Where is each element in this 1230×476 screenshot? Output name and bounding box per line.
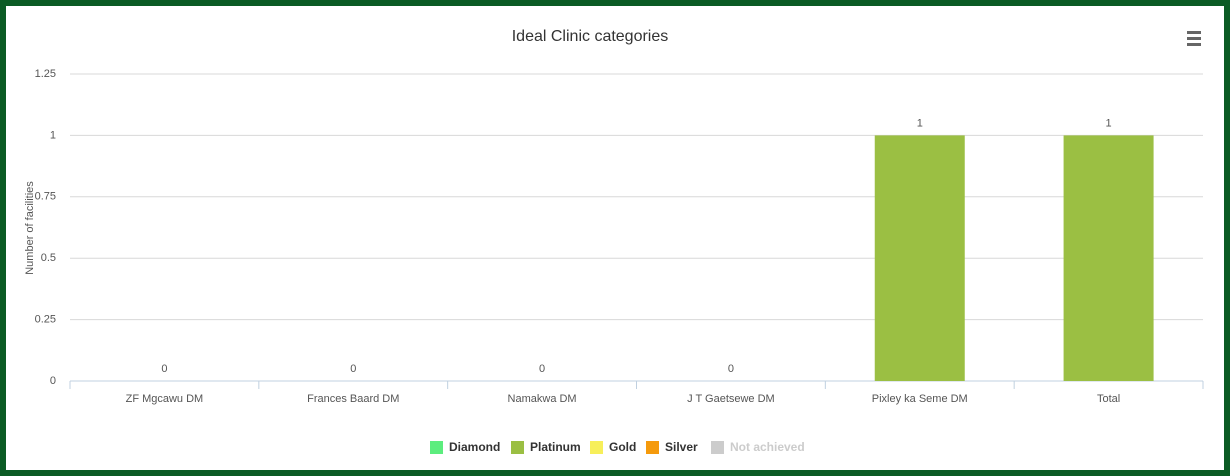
menu-bar[interactable] [1187, 37, 1201, 40]
x-tick-label: Total [1097, 393, 1120, 405]
chart-title: Ideal Clinic categories [512, 28, 669, 45]
x-tick-label: ZF Mgcawu DM [126, 393, 204, 405]
data-label: 1 [1106, 117, 1112, 129]
data-label: 0 [539, 363, 545, 375]
y-tick-label: 0.25 [35, 314, 56, 326]
data-label: 1 [917, 117, 923, 129]
legend-swatch [711, 441, 724, 454]
x-tick-label: J T Gaetsewe DM [687, 393, 775, 405]
data-label: 0 [728, 363, 734, 375]
y-tick-label: 1.25 [35, 68, 56, 80]
legend-swatch [590, 441, 603, 454]
y-tick-label: 0.5 [41, 252, 56, 264]
y-axis-label: Number of facilities [24, 181, 36, 275]
y-tick-label: 0 [50, 375, 56, 387]
data-label: 0 [350, 363, 356, 375]
data-label: 0 [161, 363, 167, 375]
legend-label: Not achieved [730, 440, 805, 454]
legend-label: Silver [665, 440, 698, 454]
x-tick-label: Frances Baard DM [307, 393, 399, 405]
legend-label: Platinum [530, 440, 581, 454]
y-tick-label: 0.75 [35, 191, 56, 203]
legend-label: Gold [609, 440, 636, 454]
x-tick-label: Namakwa DM [508, 393, 577, 405]
chart-frame [6, 6, 1224, 470]
menu-icon[interactable] [1187, 31, 1201, 46]
x-tick-label: Pixley ka Seme DM [872, 393, 968, 405]
legend-swatch [511, 441, 524, 454]
legend-swatch [646, 441, 659, 454]
bar [1063, 135, 1154, 381]
bar [874, 135, 965, 381]
menu-bar[interactable] [1187, 31, 1201, 34]
legend-label: Diamond [449, 440, 500, 454]
menu-bar[interactable] [1187, 43, 1201, 46]
y-tick-label: 1 [50, 129, 56, 141]
legend-swatch [430, 441, 443, 454]
